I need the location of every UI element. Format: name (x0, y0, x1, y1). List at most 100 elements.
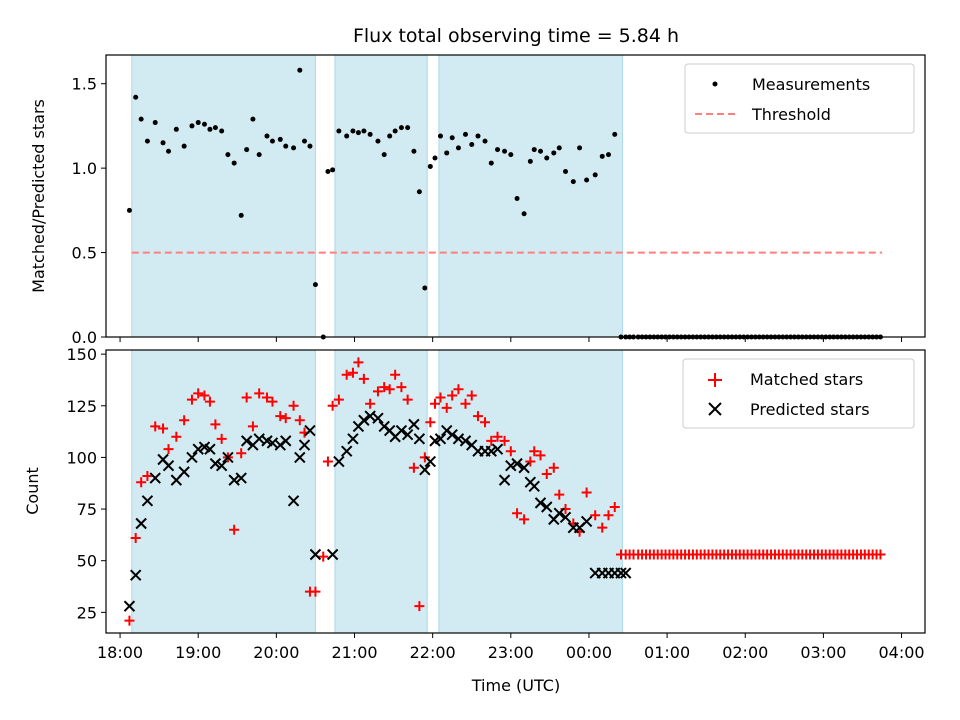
predicted-point (408, 418, 420, 431)
observing-window (131, 349, 316, 634)
measurement-point (361, 128, 367, 134)
matched-point (353, 357, 364, 368)
matched-legend-marker (708, 373, 722, 387)
measurement-point (422, 285, 428, 291)
matched-point (402, 394, 413, 405)
predicted-point (141, 495, 154, 507)
measurement-point (475, 133, 481, 139)
ratio-y-axis-label: Matched/Predicted stars (29, 99, 48, 293)
matched-point (435, 392, 446, 403)
matched-point (318, 551, 329, 562)
predicted-point (287, 495, 300, 507)
matched-point (499, 435, 510, 446)
matched-point (372, 386, 383, 397)
matched-point (554, 489, 565, 500)
matched-point (333, 394, 344, 405)
matched-point (430, 398, 441, 409)
predicted-point (235, 472, 247, 484)
matched-point (280, 413, 291, 424)
measurement-point (592, 172, 598, 178)
matched-point (535, 450, 546, 461)
matched-point (163, 444, 174, 455)
measurement-point (544, 155, 550, 161)
measurement-point (444, 150, 450, 156)
measurement-point (527, 158, 533, 164)
measurement-point (219, 128, 225, 134)
measurement-point (301, 138, 307, 144)
matched-point (480, 417, 491, 428)
matched-point (548, 462, 559, 473)
matched-point (441, 402, 452, 413)
x-tick-label: 01:00 (644, 643, 690, 662)
matched-point (247, 421, 258, 432)
predicted-point (511, 457, 523, 470)
predicted-point (347, 433, 359, 445)
matched-point (142, 471, 153, 482)
predicted-point (304, 424, 316, 437)
predicted-point (186, 451, 198, 464)
observing-window (438, 54, 624, 338)
measurement-point (181, 143, 187, 149)
measurement-point (225, 152, 231, 158)
y-tick-label: 1.5 (72, 75, 97, 94)
measurement-point (189, 123, 195, 129)
measurement-point (488, 160, 494, 166)
matched-point (341, 369, 352, 380)
measurement-point (462, 131, 468, 137)
x-tick-label: 18:00 (97, 643, 143, 662)
matched-point (150, 421, 161, 432)
ratio-panel: 0.0 0.5 1.0 1.5 Matched/Predicted stars Mea… (29, 54, 926, 347)
matched-point (505, 446, 516, 457)
measurement-point (312, 282, 318, 288)
x-tick-label: 19:00 (175, 643, 221, 662)
measurement-point (405, 125, 411, 131)
matched-point (322, 456, 333, 467)
measurement-point (416, 189, 422, 195)
measurement-point (269, 138, 275, 144)
measurement-point (584, 177, 590, 183)
measurement-point (599, 153, 605, 159)
matched-point (414, 601, 425, 612)
predicted-point (446, 428, 458, 441)
count-panel: 25 50 75 100 125 150 18:00 19:00 20:00 21:00 22:0… (23, 345, 926, 695)
measurement-point (387, 133, 393, 139)
predicted-series (123, 410, 632, 612)
predicted-point (280, 435, 292, 447)
ratio-legend-box (684, 63, 915, 134)
x-tick-label: 20:00 (253, 643, 299, 662)
measurement-point (325, 169, 331, 175)
x-tick-label: 21:00 (331, 643, 377, 662)
matched-point (210, 419, 221, 430)
y-tick-label: 1.0 (72, 159, 97, 178)
matched-point (310, 586, 321, 597)
measurement-point (495, 147, 501, 153)
predicted-point (498, 474, 511, 486)
y-tick-label: 100 (66, 448, 97, 467)
y-tick-label: 0.0 (72, 328, 97, 347)
measurement-point (207, 126, 213, 132)
predicted-point (505, 459, 517, 472)
count-y-axis: 25 50 75 100 125 150 (66, 345, 106, 622)
measurement-point (212, 125, 218, 131)
measurement-point (392, 128, 398, 134)
matched-point (460, 398, 471, 409)
measurement-point (570, 179, 576, 185)
measurement-point (291, 145, 297, 151)
matched-point (267, 396, 278, 407)
predicted-point (580, 515, 593, 528)
ratio-plot-frame (105, 54, 926, 338)
predicted-point (178, 466, 190, 478)
matched-point (229, 524, 240, 535)
predicted-point (615, 567, 627, 579)
predicted-point (528, 480, 540, 493)
count-legend: Matched stars Predicted stars (682, 358, 915, 429)
count-legend-box (682, 358, 915, 429)
predicted-point (541, 501, 553, 513)
matched-point (408, 462, 419, 473)
matched-point (379, 382, 390, 393)
predicted-point (419, 464, 431, 476)
y-tick-label: 0.5 (72, 244, 97, 263)
measurement-point (455, 145, 461, 151)
measurement-point (133, 94, 139, 100)
predicted-point (401, 428, 414, 441)
